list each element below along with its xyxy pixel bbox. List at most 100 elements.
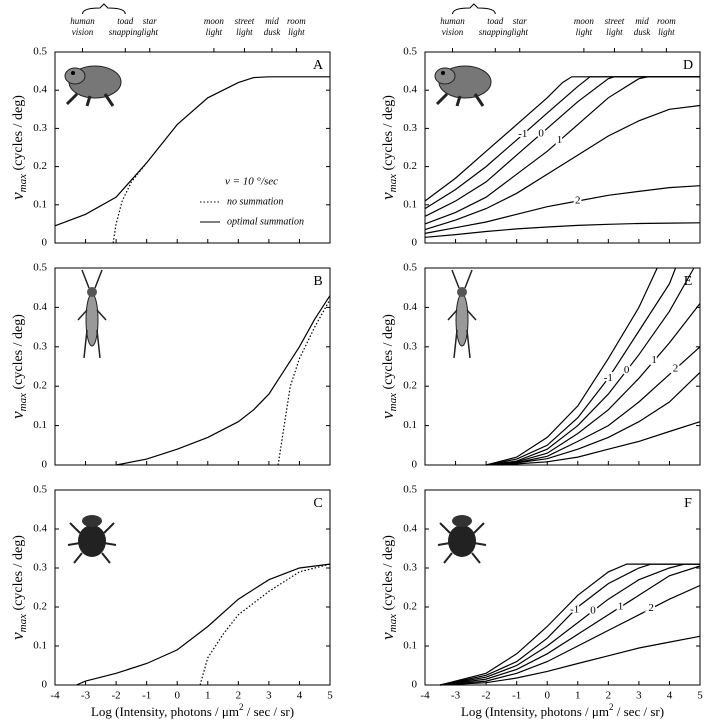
y-tick-label: 0.3 xyxy=(403,122,417,134)
x-tick-label: 3 xyxy=(266,690,272,702)
y-tick-label: 0.5 xyxy=(403,46,417,58)
y-tick-label: 0.1 xyxy=(33,198,47,210)
y-tick-label: 0.2 xyxy=(403,160,417,172)
data-line xyxy=(424,76,700,202)
y-tick-label: 0.2 xyxy=(403,380,417,392)
plot-frame xyxy=(424,51,701,244)
y-tick-label: 0 xyxy=(412,459,418,471)
data-line xyxy=(485,267,658,466)
y-label-unit: (cycles / deg) xyxy=(381,314,396,393)
x-tick-label: 0 xyxy=(174,690,180,702)
legend-label: optimal summation xyxy=(227,216,304,227)
beetle-icon xyxy=(67,515,117,564)
x-tick-label: -1 xyxy=(142,690,151,702)
panel-letter: F xyxy=(684,496,692,511)
x-axis-label: Log (Intensity, photons / μm2 / sec / sr… xyxy=(461,702,664,719)
data-line xyxy=(440,563,700,686)
x-tick-label: 4 xyxy=(667,690,673,702)
curve-label: 2 xyxy=(575,195,581,207)
data-line xyxy=(277,299,331,466)
top-label: light xyxy=(576,27,593,37)
y-tick-label: 0.3 xyxy=(33,562,47,574)
data-line xyxy=(424,76,700,210)
data-line xyxy=(492,303,701,466)
curve-label: 0 xyxy=(538,127,544,139)
cricket-icon xyxy=(447,269,477,359)
y-label-subscript: max xyxy=(387,614,399,632)
y-tick-label: 0.3 xyxy=(33,340,47,352)
top-label: moon xyxy=(574,16,594,26)
top-label: light xyxy=(606,27,623,37)
top-label: dusk xyxy=(634,27,652,37)
x-label-superscript: 2 xyxy=(609,702,614,712)
data-line xyxy=(76,563,331,686)
curve-label: 2 xyxy=(673,362,679,374)
y-label-unit: (cycles / deg) xyxy=(11,95,26,174)
top-label: mid xyxy=(635,16,649,26)
x-label-part: / sec / sr) xyxy=(614,704,665,719)
y-tick-label: 0.5 xyxy=(403,262,417,274)
x-label-part: / sec / sr) xyxy=(244,704,295,719)
beetle-icon xyxy=(437,515,487,564)
top-label: street xyxy=(605,16,625,26)
x-axis-label: Log (Intensity, photons / μm2 / sec / sr… xyxy=(91,702,294,719)
curve-label: -1 xyxy=(604,372,613,384)
x-tick-label: -4 xyxy=(420,690,430,702)
toad-icon xyxy=(64,65,122,107)
x-label-part: Log (Intensity, photons / μm xyxy=(461,704,609,719)
y-tick-label: 0.4 xyxy=(403,301,417,313)
y-tick-label: 0.1 xyxy=(403,640,417,652)
data-line xyxy=(501,371,701,466)
y-tick-label: 0.1 xyxy=(33,419,47,431)
curve-label: 1 xyxy=(557,134,563,146)
y-tick-label: 0.4 xyxy=(33,84,47,96)
plot-frame xyxy=(54,267,331,466)
y-tick-label: 0.4 xyxy=(403,84,417,96)
data-line xyxy=(424,76,700,225)
y-tick-label: 0.3 xyxy=(33,122,47,134)
y-tick-label: 0.2 xyxy=(403,601,417,613)
y-label-symbol: v xyxy=(8,411,27,419)
top-label: human xyxy=(440,16,465,26)
plot-frame xyxy=(424,489,701,686)
data-line xyxy=(424,222,701,238)
y-tick-label: 0.1 xyxy=(403,419,417,431)
y-label-unit: (cycles / deg) xyxy=(11,535,26,614)
y-label-subscript: max xyxy=(387,174,399,192)
data-line xyxy=(501,421,701,466)
data-line xyxy=(486,267,695,466)
y-axis-label: vmax (cycles / deg) xyxy=(378,95,399,200)
top-label: vision xyxy=(442,27,464,37)
top-label: snapping xyxy=(479,27,513,37)
panel-letter: C xyxy=(313,496,322,511)
y-tick-label: 0 xyxy=(42,459,48,471)
y-tick-label: 0.5 xyxy=(33,46,47,58)
y-label-unit: (cycles / deg) xyxy=(381,95,396,174)
top-label: street xyxy=(235,16,255,26)
curve-label: 2 xyxy=(648,602,654,614)
panel-letter: B xyxy=(313,274,322,289)
y-tick-label: 0.2 xyxy=(33,601,47,613)
data-line xyxy=(440,584,701,686)
x-tick-label: 5 xyxy=(327,690,333,702)
x-label-superscript: 2 xyxy=(239,702,244,712)
y-label-unit: (cycles / deg) xyxy=(381,535,396,614)
x-label-part: Log (Intensity, photons / μm xyxy=(91,704,239,719)
top-label: light xyxy=(236,27,253,37)
y-label-symbol: v xyxy=(8,632,27,640)
y-tick-label: 0.4 xyxy=(403,523,417,535)
x-tick-label: 2 xyxy=(236,690,242,702)
x-tick-label: -2 xyxy=(112,690,121,702)
curve-label: 0 xyxy=(624,364,630,376)
y-tick-label: 0.2 xyxy=(33,380,47,392)
data-line xyxy=(54,76,330,227)
y-label-symbol: v xyxy=(378,632,397,640)
data-line xyxy=(440,563,700,686)
x-tick-label: -4 xyxy=(50,690,60,702)
legend-label: no summation xyxy=(227,196,283,207)
y-tick-label: 0 xyxy=(412,679,418,691)
y-tick-label: 0.5 xyxy=(33,484,47,496)
data-line xyxy=(199,563,331,686)
panel-letter: D xyxy=(683,58,693,73)
